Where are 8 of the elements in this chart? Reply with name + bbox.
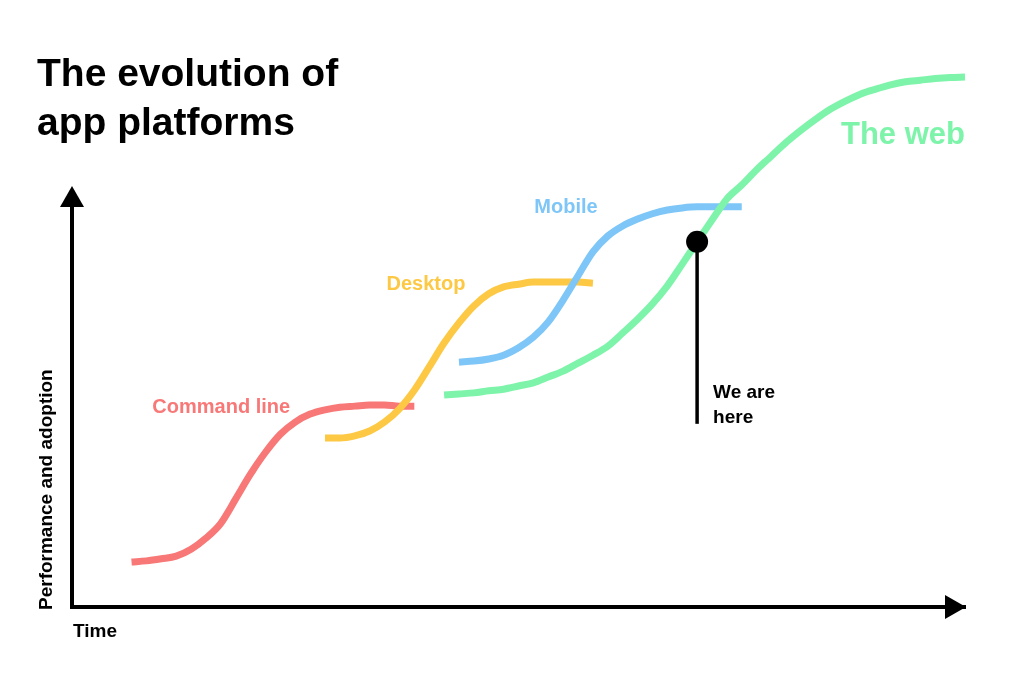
series-label: Command line: [152, 394, 291, 417]
annotation: We are here: [713, 380, 776, 427]
series-label: Desktop: [386, 271, 466, 294]
series-label: Mobile: [534, 195, 598, 218]
y-axis-title: Performance and adoption: [35, 369, 57, 610]
x-axis-title: Time: [73, 620, 118, 642]
series-label: The web: [840, 115, 965, 151]
chart-title: The evolution of app platforms: [37, 50, 340, 145]
